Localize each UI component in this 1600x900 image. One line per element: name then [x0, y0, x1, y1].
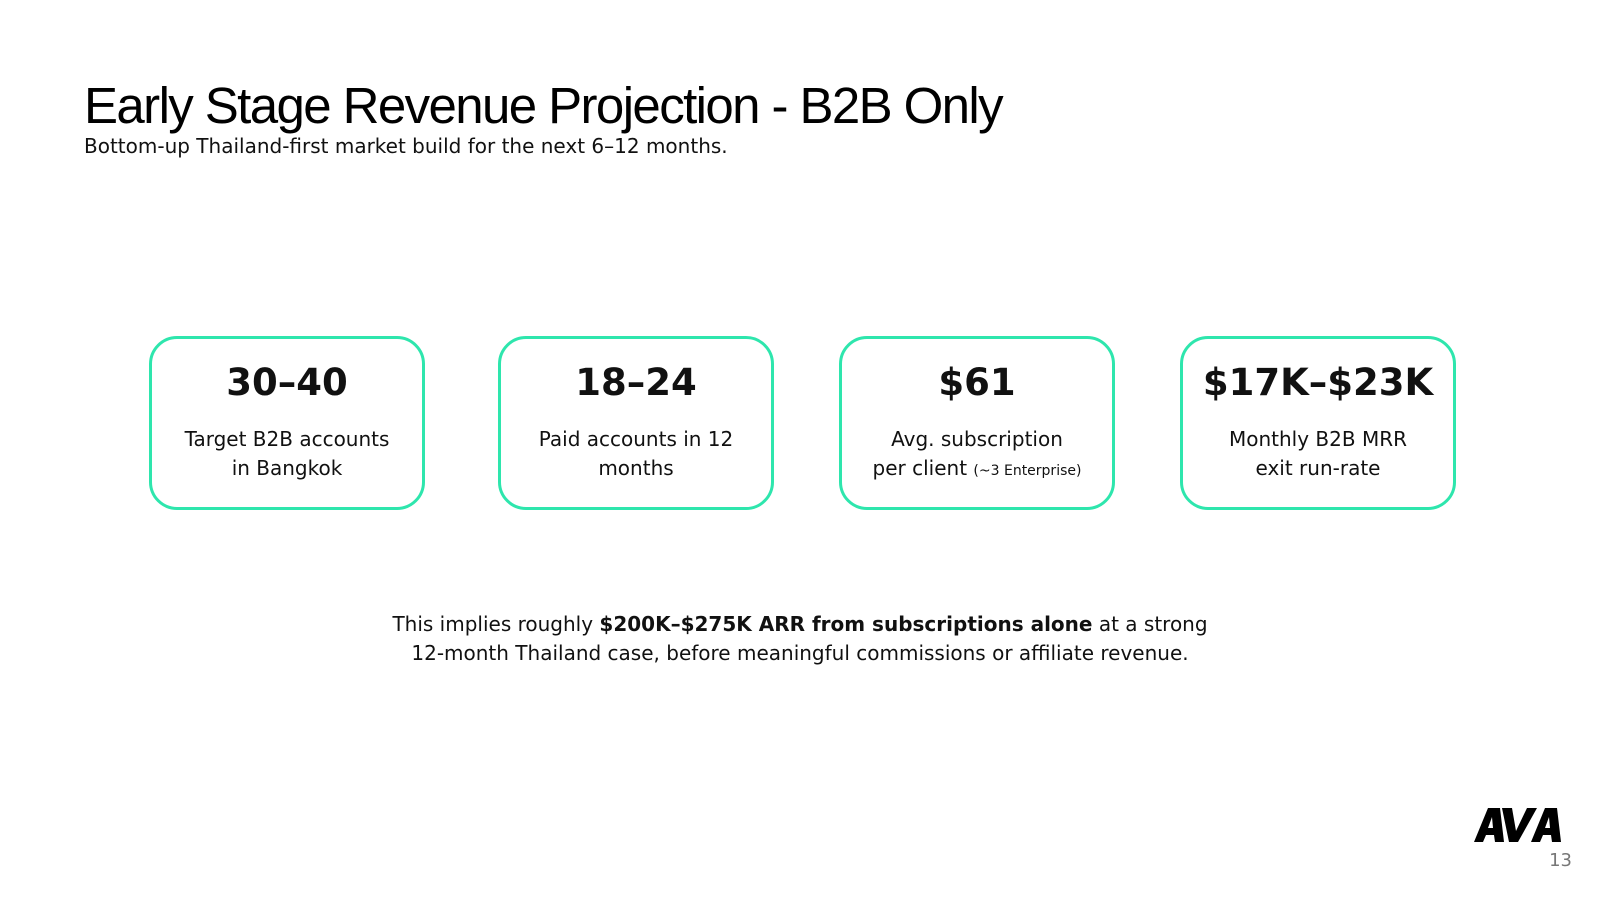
metric-label: Target B2B accounts in Bangkok — [166, 425, 408, 483]
slide-title: Early Stage Revenue Projection - B2B Onl… — [84, 77, 1004, 134]
metric-label-line: per client — [872, 456, 968, 480]
metric-card-paid-accounts: 18–24 Paid accounts in 12 months — [498, 336, 774, 510]
metric-label-line: Target B2B accounts — [184, 427, 390, 451]
metric-label: Avg. subscription per client (~3 Enterpr… — [856, 425, 1098, 486]
metric-card-target-accounts: 30–40 Target B2B accounts in Bangkok — [149, 336, 425, 510]
metric-cards: 30–40 Target B2B accounts in Bangkok 18–… — [0, 336, 1600, 516]
metric-label-line: in Bangkok — [231, 456, 343, 480]
summary-line-2: 12-month Thailand case, before meaningfu… — [411, 641, 1189, 665]
metric-label-line: Avg. subscription — [891, 427, 1063, 451]
slide-subtitle: Bottom-up Thailand-first market build fo… — [84, 134, 728, 158]
metric-value: $61 — [938, 361, 1016, 404]
metric-label: Monthly B2B MRR exit run-rate — [1197, 425, 1439, 483]
summary-highlight: $200K–$275K ARR from subscriptions alone — [599, 612, 1093, 636]
metric-card-monthly-mrr: $17K–$23K Monthly B2B MRR exit run-rate — [1180, 336, 1456, 510]
summary-suffix: at a strong — [1092, 612, 1208, 636]
metric-card-avg-subscription: $61 Avg. subscription per client (~3 Ent… — [839, 336, 1115, 510]
metric-value: 18–24 — [575, 361, 697, 404]
ava-logo — [1474, 808, 1561, 842]
metric-label-line: Monthly B2B MRR — [1228, 427, 1407, 451]
metric-label: Paid accounts in 12 months — [515, 425, 757, 483]
metric-value: $17K–$23K — [1202, 361, 1434, 404]
page-number: 13 — [1549, 850, 1572, 871]
metric-label-note: (~3 Enterprise) — [973, 463, 1082, 479]
summary-text: This implies roughly $200K–$275K ARR fro… — [250, 610, 1350, 668]
summary-prefix: This implies roughly — [392, 612, 600, 636]
metric-label-line: months — [598, 456, 674, 480]
metric-label-line: exit run-rate — [1255, 456, 1381, 480]
metric-value: 30–40 — [226, 361, 348, 404]
metric-label-line: Paid accounts in 12 — [538, 427, 734, 451]
